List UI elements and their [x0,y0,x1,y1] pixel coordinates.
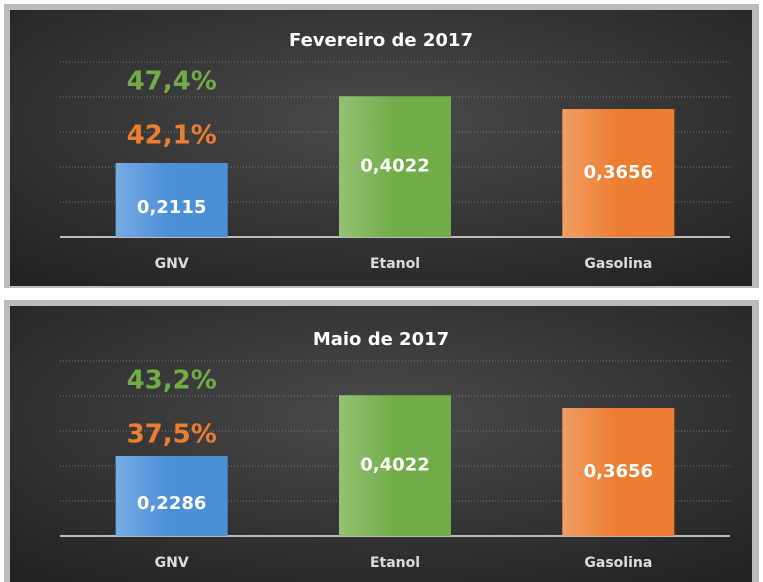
bar-shine [562,109,675,237]
x-tick-label: GNV [155,555,189,571]
x-tick-label: Gasolina [584,256,652,272]
value-label: 0,2286 [137,493,206,514]
value-label: 0,4022 [360,156,429,177]
annotation: 47,4% [127,67,217,97]
bar-shine [339,395,451,536]
bar-shine [339,96,451,237]
bar-shine [115,162,228,237]
x-tick-label: Gasolina [584,555,652,571]
value-label: 0,3656 [584,162,653,183]
annotation: 42,1% [127,121,217,151]
value-label: 0,3656 [584,461,653,482]
chart-title: Fevereiro de 2017 [289,30,473,51]
bar-shine [115,455,228,536]
annotation: 37,5% [127,420,217,450]
bar-shine [562,408,675,536]
x-tick-label: Etanol [370,555,420,571]
annotation: 43,2% [127,366,217,396]
x-tick-label: GNV [155,256,189,272]
value-label: 0,4022 [360,455,429,476]
x-tick-label: Etanol [370,256,420,272]
value-label: 0,2115 [137,197,206,218]
chart-title: Maio de 2017 [313,329,449,350]
